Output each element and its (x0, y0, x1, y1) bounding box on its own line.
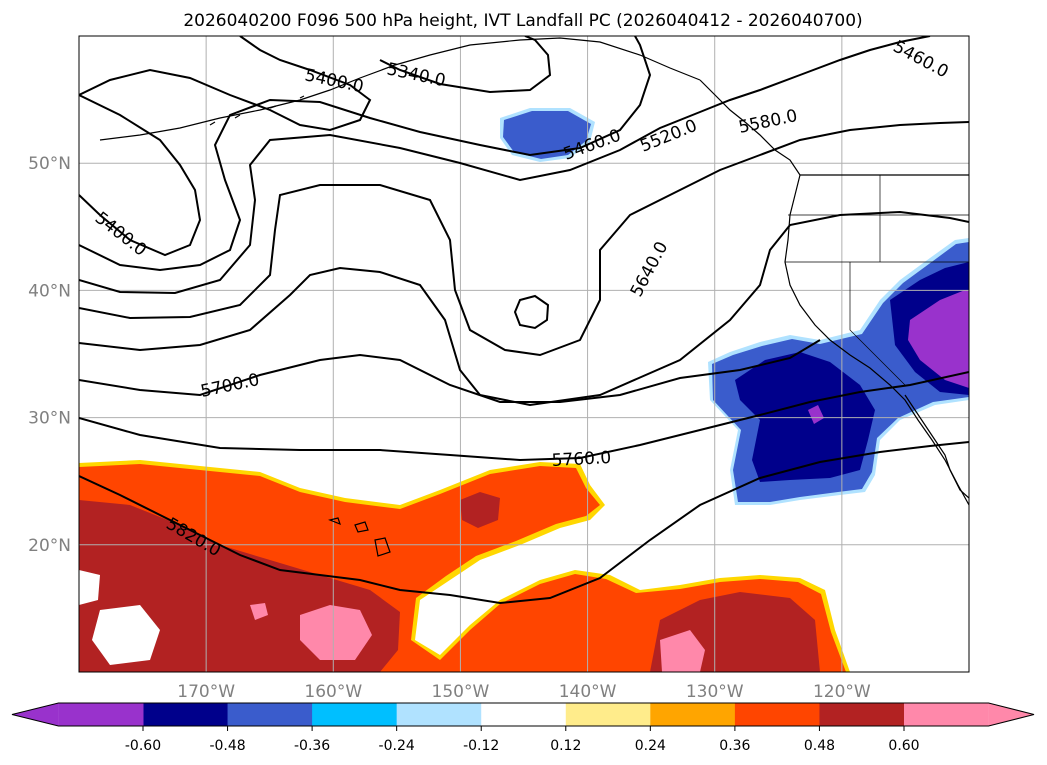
colorbar-segment (734, 703, 820, 726)
lon-tick-label: 120°W (813, 682, 871, 702)
shade-pink-3 (250, 603, 268, 620)
shade-pink-1 (300, 605, 372, 660)
map-area: 5400.0 5340.0 5400.0 5460.0 5460.0 5520.… (79, 36, 969, 672)
positive-shading (79, 460, 850, 672)
map-frame (78, 35, 970, 673)
lon-tick-label: 150°W (432, 682, 490, 702)
colorbar (11, 702, 1035, 727)
shade-purple-dot (808, 405, 824, 424)
shade-blue-ne (503, 111, 591, 159)
lon-tick-label: 160°W (304, 682, 362, 702)
colorbar-labels: -0.60 -0.48 -0.36 -0.24 -0.12 0.12 0.24 0.36 0.4… (125, 726, 920, 754)
coastlines (99, 37, 969, 557)
colorbar-segment (312, 703, 398, 726)
colorbar-segment (396, 703, 482, 726)
hawaii-3 (374, 537, 391, 557)
colorbar-tick-label: -0.24 (379, 738, 415, 754)
colorbar-tick-label: -0.60 (125, 738, 161, 754)
colorbar-segment (58, 703, 144, 726)
colorbar-tick-label: 0.48 (804, 738, 835, 754)
colorbar-segment (904, 703, 989, 726)
colorbar-tick-label: -0.48 (209, 738, 245, 754)
shade-white-hole-2 (92, 605, 160, 665)
hawaii-2 (354, 521, 369, 533)
contour-5700 (79, 339, 821, 403)
alaska-coast (99, 37, 701, 141)
colorbar-tick-label: -0.12 (463, 738, 499, 754)
height-contours (79, 36, 969, 605)
longitude-labels: 170°W 160°W 150°W 140°W 130°W 120°W (177, 682, 871, 702)
colorbar-segment (481, 703, 567, 726)
contour-label: 5760.0 (551, 448, 611, 471)
north-america-coast (699, 79, 969, 506)
colorbar-tick-label: 0.24 (635, 738, 666, 754)
contour-5640-closed (513, 294, 550, 330)
shade-white-hole (79, 570, 100, 605)
shade-purple-ca (908, 290, 969, 388)
colorbar-tick-label: 0.36 (719, 738, 750, 754)
lat-tick-label: 40°N (28, 281, 71, 301)
colorbar-extend-low (12, 703, 59, 726)
colorbar-segment (227, 703, 313, 726)
latitude-labels: 50°N 40°N 30°N 20°N (28, 154, 71, 556)
lat-tick-label: 50°N (28, 154, 71, 174)
chart-title: 2026040200 F096 500 hPa height, IVT Land… (183, 11, 862, 31)
lon-tick-label: 170°W (177, 682, 235, 702)
contour-5400-west (79, 36, 372, 132)
shade-pink-2 (660, 630, 705, 672)
contour-5760 (79, 371, 969, 462)
colorbar-tick-label: 0.60 (888, 738, 919, 754)
shade-dark-red-spot (460, 492, 500, 528)
contour-5580 (79, 121, 969, 357)
state-border-4 (849, 262, 906, 386)
contour-5340 (379, 36, 552, 94)
colorbar-extend-high (988, 703, 1034, 726)
lon-tick-label: 130°W (686, 682, 744, 702)
lon-tick-label: 140°W (559, 682, 617, 702)
lat-tick-label: 30°N (28, 409, 71, 429)
grid-lines (79, 36, 969, 672)
aleutian-dots (209, 95, 305, 126)
contour-5400-southwest (79, 94, 202, 257)
state-borders (785, 175, 969, 386)
contour-5820 (79, 441, 969, 605)
lat-tick-label: 20°N (28, 536, 71, 556)
contour-5520 (79, 36, 931, 295)
contour-5460 (79, 36, 652, 272)
hawaii-1 (328, 517, 341, 526)
shade-navy-ca (735, 352, 875, 482)
baja-coast (904, 394, 969, 499)
colorbar-segment (565, 703, 651, 726)
colorbar-segment (650, 703, 736, 726)
colorbar-segment (819, 703, 905, 726)
colorbar-segment (143, 703, 229, 726)
colorbar-tick-label: -0.36 (294, 738, 330, 754)
negative-shading (500, 108, 969, 505)
colorbar-outline (11, 702, 1035, 727)
colorbar-tick-label: 0.12 (550, 738, 581, 754)
